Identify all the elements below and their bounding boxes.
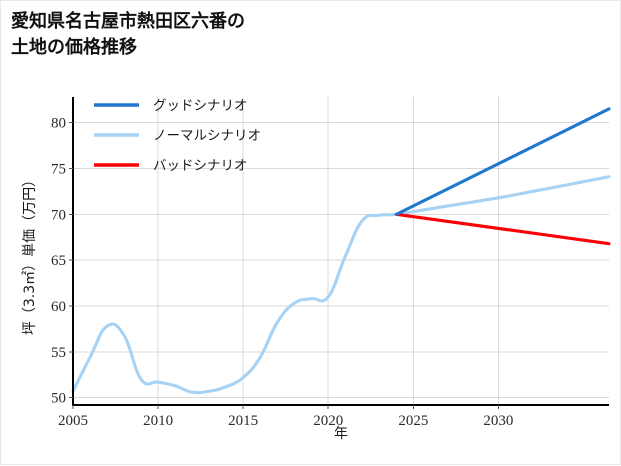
- axes-group: [72, 97, 609, 406]
- series-line-normal: [71, 175, 611, 395]
- series-line-bad: [394, 212, 611, 246]
- y-axis-label: 坪（3.3㎡）単価（万円）: [22, 173, 38, 335]
- legend-label: グッドシナリオ: [153, 98, 248, 114]
- x-tick-label: 2010: [143, 413, 173, 429]
- y-tick-label: 65: [51, 253, 66, 269]
- y-tick-label: 50: [51, 391, 66, 407]
- x-axis-label: 年: [334, 426, 348, 442]
- tick-labels-group: 50 55 60 65 70 75 80 2005 2010 2015 2020 2025 2030: [51, 116, 513, 429]
- x-tick-label: 2025: [398, 413, 428, 429]
- series-line-good: [394, 107, 611, 216]
- y-tick-label: 55: [51, 345, 66, 361]
- y-tick-label: 70: [51, 207, 66, 223]
- y-tick-label: 80: [51, 116, 66, 132]
- series-group: [71, 107, 611, 395]
- x-tick-label: 2005: [58, 413, 88, 429]
- x-tick-label: 2030: [483, 413, 513, 429]
- y-tick-label: 60: [51, 299, 66, 315]
- x-tick-label: 2015: [228, 413, 258, 429]
- legend-label: バッドシナリオ: [153, 158, 248, 174]
- y-tick-label: 75: [51, 162, 66, 178]
- page-title: 愛知県名古屋市熱田区六番の 土地の価格推移: [11, 11, 245, 59]
- legend-label: ノーマルシナリオ: [153, 128, 261, 144]
- x-tick-label: 2020: [313, 413, 343, 429]
